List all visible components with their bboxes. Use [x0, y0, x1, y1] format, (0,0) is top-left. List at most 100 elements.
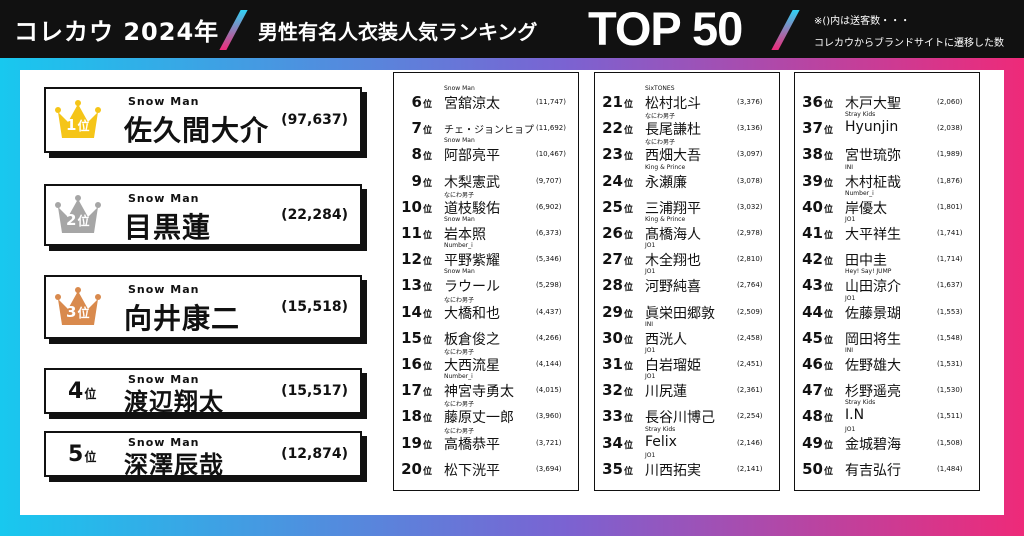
- list-item: 41位 JO1 大平祥生 (1,741): [795, 216, 981, 243]
- votes-count: (2,254): [737, 412, 763, 421]
- group-name: なにわ男子: [645, 139, 676, 147]
- rank-number: 48位: [802, 407, 833, 426]
- group-name: なにわ男子: [444, 427, 475, 435]
- person-name: 木梨憲武: [444, 174, 500, 191]
- rank-number: 6位: [411, 93, 432, 111]
- group-name: JO1: [645, 373, 656, 381]
- votes-count: (2,764): [737, 281, 763, 290]
- rank-number: 23位: [602, 145, 633, 164]
- votes-count: (2,978): [737, 229, 763, 237]
- votes-count: (1,989): [937, 150, 963, 159]
- person-name: 道枝駿佑: [444, 200, 500, 217]
- content-panel: 1位 Snow Man 佐久間大介 (97,637) 2位 Snow Man 目黒蓮 (22,…: [20, 70, 1004, 515]
- group-name: Stray Kids: [845, 111, 876, 119]
- rank-number: 16位: [401, 355, 432, 373]
- group-name: INI: [845, 163, 854, 171]
- list-item: 8位 Snow Man 阿部亮平 (10,467): [394, 137, 580, 164]
- group-name: Number_i: [444, 373, 473, 381]
- votes-count: (4,437): [536, 307, 562, 316]
- person-name: 佐久間大介: [124, 114, 270, 147]
- rank-number: 46位: [802, 355, 833, 373]
- rank-number: 39位: [802, 171, 833, 190]
- votes-count: (2,509): [737, 307, 763, 316]
- rank-number: 1位: [66, 116, 90, 134]
- list-item: 39位 INI 木村柾哉 (1,876): [795, 163, 981, 191]
- top-rank-card: 3位 Snow Man 向井康二 (15,518): [44, 275, 362, 339]
- person-name: 渡辺翔太: [124, 388, 224, 416]
- votes-count: (4,266): [536, 333, 562, 342]
- list-item: 29位 眞栄田郷敦 (2,509): [595, 297, 781, 322]
- list-item: 18位 なにわ男子 藤原丈一郎 (3,960): [394, 401, 580, 426]
- list-item: 22位 なにわ男子 長尾謙杜 (3,136): [595, 113, 781, 139]
- list-item: 38位 宮世琉弥 (1,989): [795, 139, 981, 165]
- rank-number: 37位: [802, 119, 833, 138]
- group-name: King & Prince: [645, 216, 686, 223]
- ranking-title: 男性有名人衣装人気ランキング: [258, 20, 538, 44]
- group-name: Snow Man: [444, 268, 475, 276]
- votes-count: (1,553): [937, 307, 963, 316]
- person-name: 木全翔也: [645, 253, 701, 270]
- list-item: 34位 Stray Kids Felix (2,146): [595, 425, 781, 452]
- list-item: 16位 なにわ男子 大西流星 (4,144): [394, 349, 580, 374]
- group-name: Snow Man: [444, 216, 475, 223]
- person-name: 川尻蓮: [645, 384, 687, 401]
- votes-count: (2,458): [737, 333, 763, 342]
- brand-title: コレカウ 2024年: [14, 18, 220, 46]
- group-name: Snow Man: [444, 85, 475, 92]
- rank-number: 35位: [602, 459, 633, 478]
- votes-count: (1,530): [937, 386, 963, 395]
- group-name: JO1: [645, 451, 656, 459]
- person-name: 佐野雄大: [845, 358, 901, 374]
- crown-shape: [58, 104, 98, 138]
- person-name: 木戸大聖: [845, 96, 901, 112]
- votes-count: (1,484): [937, 464, 963, 473]
- list-item: 12位 Number_i 平野紫耀 (5,346): [394, 242, 580, 269]
- group-name: JO1: [845, 425, 856, 433]
- rank-number: 34位: [602, 433, 633, 452]
- person-name: 金城碧海: [845, 436, 901, 453]
- list-item: 10位 なにわ男子 道枝駿佑 (6,902): [394, 191, 580, 217]
- rank-number: 18位: [401, 407, 432, 426]
- person-name: 永瀬廉: [645, 174, 687, 191]
- person-name: 岡田将生: [845, 331, 901, 348]
- votes-count: (22,284): [281, 207, 348, 223]
- rank-number: 50位: [802, 459, 833, 478]
- list-item: 33位 長谷川博己 (2,254): [595, 401, 781, 426]
- person-name: 田中圭: [845, 253, 887, 270]
- votes-count: (6,373): [536, 229, 562, 237]
- person-name: 岸優太: [845, 200, 887, 217]
- person-name: 河野純喜: [645, 279, 701, 296]
- list-item: 40位 Number_i 岸優太 (1,801): [795, 190, 981, 217]
- group-name: なにわ男子: [444, 191, 475, 199]
- person-name: 高橋恭平: [444, 436, 500, 453]
- rank-number: 32位: [602, 381, 633, 400]
- person-name: 神宮寺勇太: [444, 384, 514, 401]
- group-name: Stray Kids: [645, 425, 676, 433]
- list-item: 48位 Stray Kids I.N (1,511): [795, 399, 981, 426]
- person-name: 長尾謙杜: [645, 122, 701, 139]
- votes-count: (6,902): [536, 202, 562, 211]
- group-name: Snow Man: [128, 373, 200, 386]
- votes-count: (1,637): [937, 281, 963, 290]
- rank-number: 24位: [602, 171, 633, 190]
- group-name: Hey! Say! JUMP: [845, 268, 892, 276]
- person-name: 宮世琉弥: [845, 148, 901, 165]
- person-name: 西畑大吾: [645, 148, 701, 165]
- person-name: 木村柾哉: [845, 174, 901, 191]
- ranking-column: 21位 SixTONES 松村北斗 (3,376) 22位 なにわ男子 長尾謙杜 (3,136…: [594, 72, 780, 491]
- person-name: チェ・ジョンヒョプ: [444, 125, 534, 137]
- rank-number: 29位: [602, 302, 633, 321]
- votes-count: (3,097): [737, 150, 763, 159]
- votes-count: (1,548): [937, 333, 963, 342]
- rank-number: 44位: [802, 302, 833, 321]
- list-item: 35位 JO1 川西拓実 (2,141): [595, 451, 781, 479]
- group-name: INI: [845, 347, 854, 354]
- rank-number: 5位: [68, 442, 97, 467]
- group-name: King & Prince: [645, 163, 686, 171]
- list-item: 15位 板倉俊之 (4,266): [394, 323, 580, 348]
- list-item: 45位 岡田将生 (1,548): [795, 323, 981, 348]
- rank-number: 7位: [411, 119, 432, 138]
- votes-count: (5,346): [536, 255, 562, 264]
- person-name: 佐藤景瑚: [845, 305, 901, 322]
- votes-count: (3,376): [737, 98, 763, 106]
